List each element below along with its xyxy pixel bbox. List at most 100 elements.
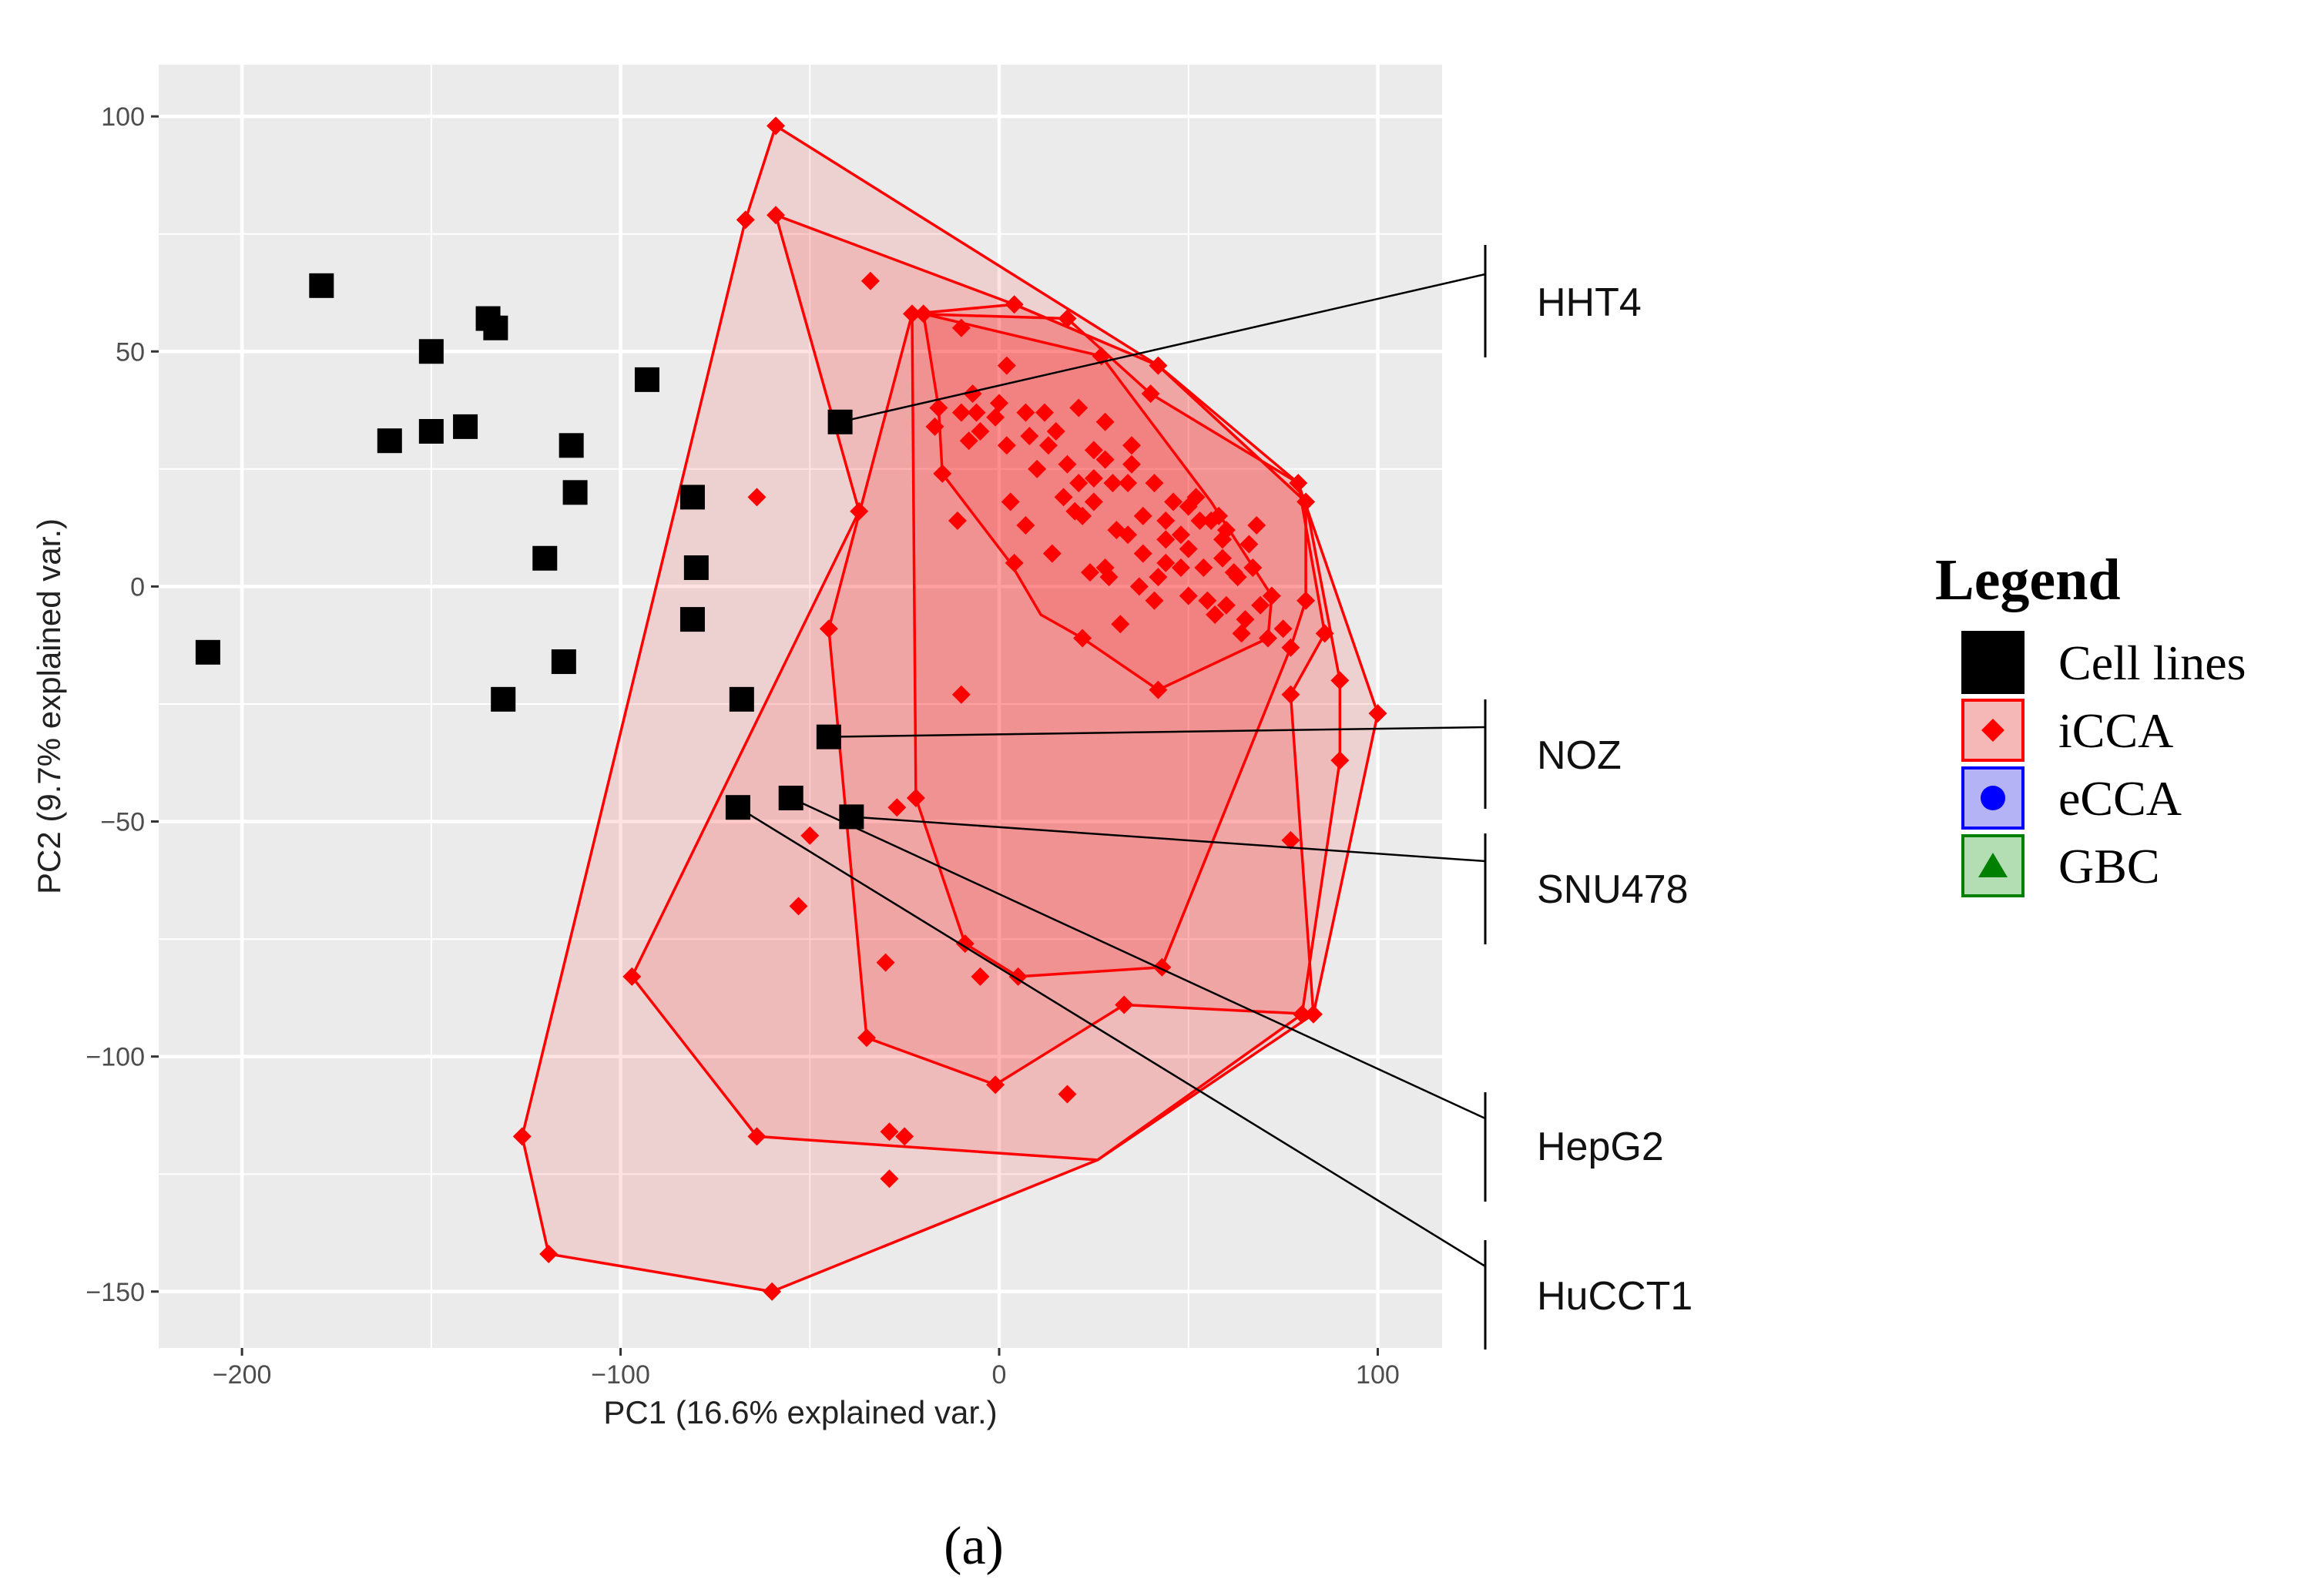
icca-point xyxy=(951,318,971,337)
icca-point xyxy=(1262,586,1281,605)
icca-point xyxy=(1149,680,1168,699)
icca-point xyxy=(1122,454,1142,474)
icca-point xyxy=(876,953,895,972)
icca-point xyxy=(1297,591,1316,610)
icca-point xyxy=(951,685,971,704)
icca-point xyxy=(1084,469,1103,488)
icca-point xyxy=(997,356,1016,375)
icca-point xyxy=(1145,474,1164,493)
icca-point xyxy=(1069,398,1089,417)
icca-point xyxy=(1281,638,1300,657)
y-axis-title: PC2 (9.7% explained var.) xyxy=(31,518,67,894)
icca-point xyxy=(1095,558,1115,577)
icca-point xyxy=(1213,548,1232,568)
data-points xyxy=(195,116,1387,1301)
callout-leaders: HHT4 NOZ SNU478 HepG2 HuCCT1 xyxy=(737,245,1692,1350)
icca-point xyxy=(1111,615,1130,634)
legend: Legend Cell lines iCCA eCCA GBC xyxy=(1935,548,2246,897)
legend-title: Legend xyxy=(1935,548,2121,612)
cell-line-point xyxy=(562,480,588,505)
icca-point xyxy=(971,967,990,986)
icca-point xyxy=(1129,577,1149,596)
icca-point xyxy=(539,1244,559,1263)
icca-point xyxy=(1058,309,1077,328)
icca-point xyxy=(1216,595,1236,615)
icca-point xyxy=(1281,685,1300,704)
icca-point xyxy=(1042,544,1062,563)
icca-point xyxy=(914,304,933,324)
icca-point xyxy=(747,1127,767,1146)
icca-point xyxy=(1149,568,1168,587)
legend-diamond-icon xyxy=(1981,719,2004,742)
cell-line-point xyxy=(532,545,558,571)
icca-point xyxy=(1186,488,1206,507)
icca-point xyxy=(1247,516,1266,535)
icca-point xyxy=(1297,492,1316,511)
legend-label-gbc: GBC xyxy=(2058,839,2160,894)
cell-line-point xyxy=(195,639,220,665)
x-tick-label: −100 xyxy=(591,1360,650,1390)
icca-point xyxy=(1122,436,1142,455)
icca-point xyxy=(1315,624,1334,643)
icca-point xyxy=(512,1127,532,1146)
x-axis-title: PC1 (16.6% explained var.) xyxy=(603,1394,997,1430)
icca-point xyxy=(1095,412,1115,431)
grid xyxy=(159,65,1442,1348)
icca-point xyxy=(951,403,971,422)
cell-line-point xyxy=(679,607,705,632)
icca-point xyxy=(986,407,1005,427)
cell-line-point xyxy=(418,419,444,444)
axis-ticks: −200 −100 0 100 100 50 0 −50 −100 −150 xyxy=(86,102,1399,1390)
cell-line-point xyxy=(679,484,705,510)
icca-point xyxy=(1293,1004,1312,1024)
icca-point xyxy=(1046,422,1065,441)
icca-point xyxy=(1236,610,1255,629)
icca-point xyxy=(767,116,786,136)
series-icca xyxy=(512,116,1387,1301)
icca-point xyxy=(860,271,880,290)
icca-point xyxy=(1115,995,1134,1014)
icca-point xyxy=(1179,539,1198,558)
icca-point xyxy=(1289,474,1308,493)
icca-point xyxy=(747,488,767,507)
y-tick-label: 100 xyxy=(101,102,145,132)
y-tick-label: −100 xyxy=(86,1043,145,1072)
cell-line-point xyxy=(453,414,478,439)
icca-point xyxy=(1103,474,1122,493)
icca-point xyxy=(1209,506,1229,525)
icca-point xyxy=(1251,595,1270,615)
callout-line-hht4 xyxy=(840,273,1486,424)
icca-point xyxy=(1038,436,1058,455)
icca-point xyxy=(1119,525,1138,545)
callout-label-hepg2: HepG2 xyxy=(1537,1125,1664,1169)
icca-point xyxy=(1058,1085,1077,1104)
icca-point xyxy=(1095,450,1115,469)
x-tick-label: −200 xyxy=(213,1360,272,1390)
icca-point xyxy=(1035,403,1054,422)
icca-point xyxy=(880,1122,899,1142)
icca-point xyxy=(1179,586,1198,605)
icca-hull-3 xyxy=(827,312,1327,1087)
icca-point xyxy=(948,511,967,530)
legend-circle-icon xyxy=(1981,786,2005,810)
icca-point xyxy=(1016,403,1035,422)
icca-point xyxy=(990,394,1009,413)
callout-line-snu478 xyxy=(851,816,1486,863)
icca-point xyxy=(1273,619,1293,639)
icca-point xyxy=(967,403,986,422)
callout-label-snu478: SNU478 xyxy=(1537,867,1689,912)
icca-point xyxy=(1243,558,1263,577)
cell-line-point xyxy=(491,686,516,712)
icca-point xyxy=(1020,427,1039,446)
icca-point xyxy=(1206,605,1225,624)
icca-point xyxy=(1228,568,1247,587)
callout-label-hucct1: HuCCT1 xyxy=(1537,1274,1692,1319)
icca-point xyxy=(857,1028,877,1048)
y-tick-label: 50 xyxy=(116,337,145,367)
y-tick-label: −50 xyxy=(100,808,145,837)
icca-point xyxy=(1145,591,1164,610)
cell-line-point xyxy=(683,555,709,580)
icca-point xyxy=(880,1169,899,1189)
icca-point xyxy=(1058,454,1077,474)
cell-line-point xyxy=(309,273,334,298)
